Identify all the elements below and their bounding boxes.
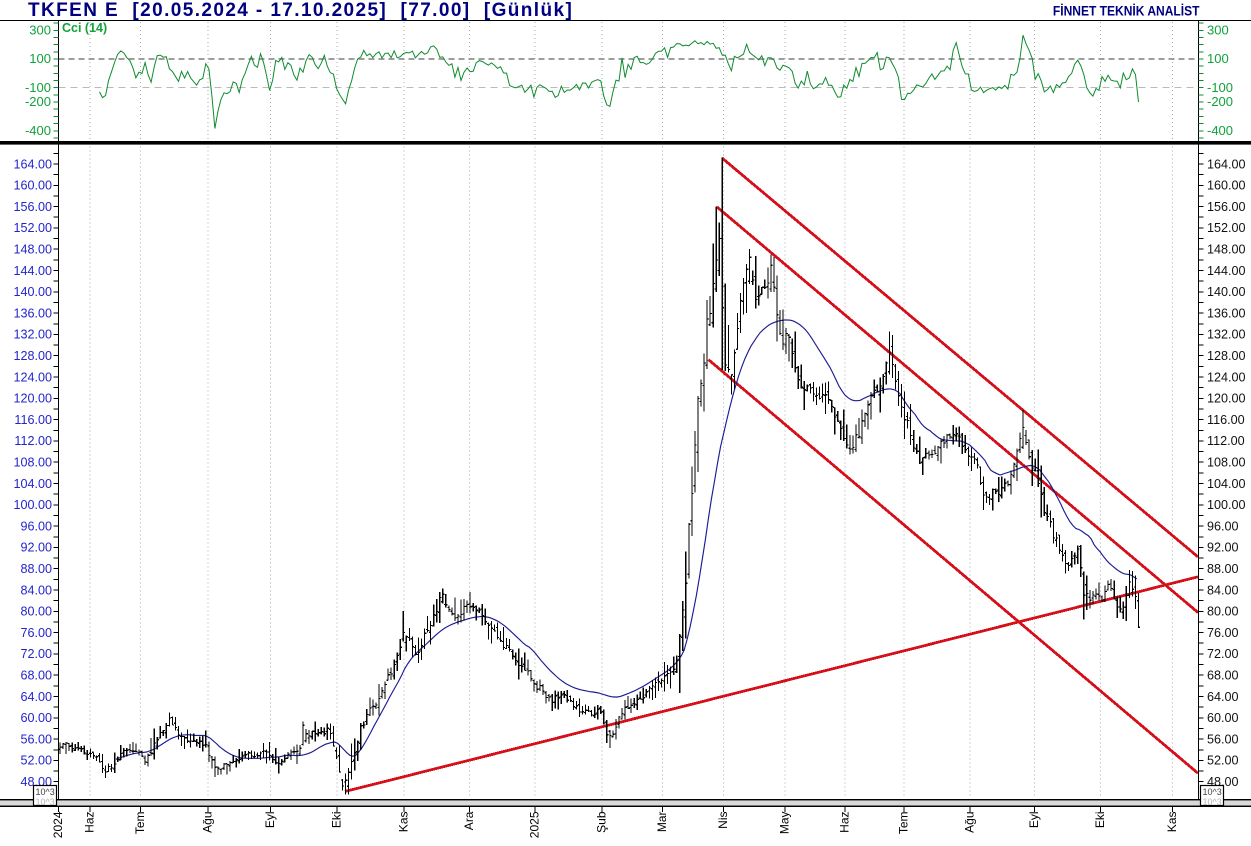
svg-text:140.00: 140.00 xyxy=(13,285,52,299)
svg-text:136.00: 136.00 xyxy=(13,306,52,320)
svg-text:132.00: 132.00 xyxy=(1207,328,1246,342)
svg-text:52.00: 52.00 xyxy=(1207,754,1239,768)
svg-text:-200: -200 xyxy=(1207,94,1233,109)
svg-text:-100: -100 xyxy=(1207,80,1233,95)
svg-text:56.00: 56.00 xyxy=(20,732,52,746)
svg-text:152.00: 152.00 xyxy=(13,221,52,235)
svg-text:164.00: 164.00 xyxy=(1207,157,1246,171)
svg-text:Tem: Tem xyxy=(897,811,911,834)
svg-text:104.00: 104.00 xyxy=(1207,477,1246,491)
svg-text:128.00: 128.00 xyxy=(13,349,52,363)
svg-text:60.00: 60.00 xyxy=(1207,711,1239,725)
svg-text:124.00: 124.00 xyxy=(13,370,52,384)
svg-text:104.00: 104.00 xyxy=(13,477,52,491)
svg-text:112.00: 112.00 xyxy=(1207,434,1245,448)
svg-text:116.00: 116.00 xyxy=(14,413,52,427)
svg-text:FİNNET TEKNİK ANALİST: FİNNET TEKNİK ANALİST xyxy=(1053,3,1200,19)
svg-text:128.00: 128.00 xyxy=(1207,349,1246,363)
svg-text:164.00: 164.00 xyxy=(13,157,52,171)
svg-text:68.00: 68.00 xyxy=(1207,669,1239,683)
svg-text:92.00: 92.00 xyxy=(20,541,52,555)
svg-text:100.00: 100.00 xyxy=(1207,498,1246,512)
svg-text:Tem: Tem xyxy=(133,811,147,834)
svg-text:Eki: Eki xyxy=(330,812,344,829)
svg-text:2025: 2025 xyxy=(528,811,542,838)
svg-text:84.00: 84.00 xyxy=(1207,583,1239,597)
svg-text:-400: -400 xyxy=(25,123,51,138)
svg-text:108.00: 108.00 xyxy=(1207,456,1246,470)
svg-text:80.00: 80.00 xyxy=(1207,605,1239,619)
svg-text:Eyl: Eyl xyxy=(263,812,277,829)
svg-text:60.00: 60.00 xyxy=(20,711,52,725)
svg-text:152.00: 152.00 xyxy=(1207,221,1246,235)
svg-text:116.00: 116.00 xyxy=(1207,413,1245,427)
svg-text:120.00: 120.00 xyxy=(1207,392,1246,406)
svg-text:10^3: 10^3 xyxy=(1203,787,1222,797)
svg-text:-100: -100 xyxy=(25,80,51,95)
svg-text:56.00: 56.00 xyxy=(1207,732,1239,746)
svg-text:Kas: Kas xyxy=(1165,812,1179,833)
svg-text:76.00: 76.00 xyxy=(1207,626,1239,640)
svg-text:64.00: 64.00 xyxy=(20,690,52,704)
svg-text:10^3: 10^3 xyxy=(1203,797,1222,807)
svg-text:120.00: 120.00 xyxy=(13,392,52,406)
svg-text:156.00: 156.00 xyxy=(1207,200,1246,214)
svg-text:TKFEN E [20.05.2024 - 17.10.2: TKFEN E [20.05.2024 - 17.10.2025] [77.00… xyxy=(28,0,573,21)
svg-text:144.00: 144.00 xyxy=(13,264,52,278)
svg-text:76.00: 76.00 xyxy=(20,626,52,640)
svg-text:2024: 2024 xyxy=(51,811,65,838)
svg-text:Ağu: Ağu xyxy=(201,812,215,833)
svg-text:160.00: 160.00 xyxy=(13,179,52,193)
svg-text:Haz: Haz xyxy=(83,812,97,833)
svg-text:84.00: 84.00 xyxy=(20,583,52,597)
svg-text:112.00: 112.00 xyxy=(14,434,52,448)
svg-text:Şub: Şub xyxy=(595,811,609,833)
svg-text:Ara: Ara xyxy=(462,811,476,830)
svg-text:-200: -200 xyxy=(25,94,51,109)
svg-text:Ağu: Ağu xyxy=(963,812,977,833)
svg-text:144.00: 144.00 xyxy=(1207,264,1246,278)
svg-text:Kas: Kas xyxy=(397,812,411,833)
svg-text:136.00: 136.00 xyxy=(1207,306,1246,320)
svg-text:72.00: 72.00 xyxy=(1207,647,1239,661)
svg-text:Eyl: Eyl xyxy=(1027,812,1041,829)
svg-text:Eki: Eki xyxy=(1093,812,1107,829)
svg-text:96.00: 96.00 xyxy=(20,519,52,533)
svg-text:-400: -400 xyxy=(1207,123,1233,138)
svg-text:148.00: 148.00 xyxy=(1207,243,1246,257)
svg-text:148.00: 148.00 xyxy=(13,243,52,257)
svg-text:88.00: 88.00 xyxy=(20,562,52,576)
svg-text:Nis: Nis xyxy=(716,812,730,829)
svg-text:96.00: 96.00 xyxy=(1207,519,1239,533)
svg-text:100.00: 100.00 xyxy=(13,498,52,512)
svg-text:64.00: 64.00 xyxy=(1207,690,1239,704)
svg-text:92.00: 92.00 xyxy=(1207,541,1239,555)
svg-text:Cci (14): Cci (14) xyxy=(62,21,107,35)
svg-text:88.00: 88.00 xyxy=(1207,562,1239,576)
svg-text:52.00: 52.00 xyxy=(20,754,52,768)
svg-text:10^3: 10^3 xyxy=(36,797,55,807)
svg-text:156.00: 156.00 xyxy=(13,200,52,214)
svg-text:80.00: 80.00 xyxy=(20,605,52,619)
svg-text:108.00: 108.00 xyxy=(13,456,52,470)
svg-text:68.00: 68.00 xyxy=(20,669,52,683)
svg-text:160.00: 160.00 xyxy=(1207,179,1246,193)
svg-text:Mar: Mar xyxy=(655,812,669,833)
svg-text:132.00: 132.00 xyxy=(13,328,52,342)
svg-text:300: 300 xyxy=(1207,23,1229,38)
svg-text:140.00: 140.00 xyxy=(1207,285,1246,299)
svg-text:100: 100 xyxy=(1207,51,1229,66)
svg-text:10^3: 10^3 xyxy=(36,787,55,797)
svg-text:May: May xyxy=(778,812,792,835)
svg-text:Haz: Haz xyxy=(838,812,852,833)
svg-text:100: 100 xyxy=(29,51,51,66)
svg-text:72.00: 72.00 xyxy=(20,647,52,661)
svg-text:300: 300 xyxy=(29,23,51,38)
svg-text:124.00: 124.00 xyxy=(1207,370,1246,384)
